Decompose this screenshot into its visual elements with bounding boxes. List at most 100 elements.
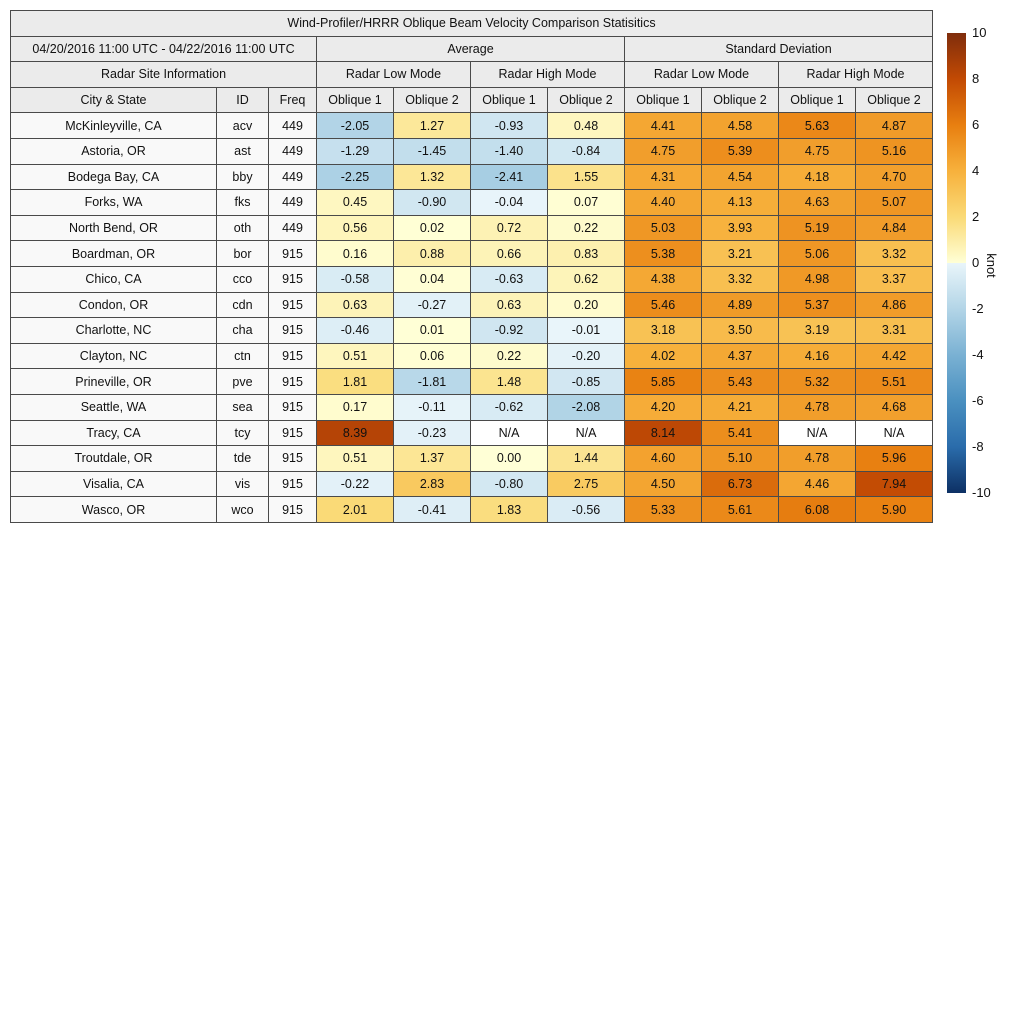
- value-cell: 5.43: [701, 368, 779, 395]
- value-cell: -1.45: [393, 137, 471, 165]
- freq-cell: 449: [268, 112, 317, 139]
- value-cell: 5.07: [855, 189, 933, 216]
- freq-cell: 449: [268, 189, 317, 216]
- value-cell: 4.98: [778, 265, 856, 293]
- value-cell: 4.58: [701, 112, 779, 139]
- value-cell: 5.41: [701, 419, 779, 447]
- city-cell: Charlotte, NC: [10, 317, 217, 344]
- value-cell: 5.85: [624, 368, 702, 395]
- value-cell: 0.56: [316, 214, 394, 242]
- avg-low-mode-header: Radar Low Mode: [316, 61, 471, 88]
- table-row: Clayton, NC ctn 915 0.51 0.06 0.22 -0.20 4.02 4.…: [10, 342, 933, 370]
- std-low-mode-header: Radar Low Mode: [624, 61, 779, 88]
- city-cell: Forks, WA: [10, 189, 217, 216]
- value-cell: 5.16: [855, 137, 933, 165]
- colorbar-tick-label: 10: [972, 25, 987, 40]
- value-cell: -1.40: [470, 137, 548, 165]
- value-cell: 0.88: [393, 240, 471, 267]
- value-cell: 1.48: [470, 368, 548, 395]
- freq-cell: 915: [268, 419, 317, 447]
- freq-cell: 915: [268, 368, 317, 395]
- value-cell: -0.22: [316, 470, 394, 498]
- value-cell: 0.63: [470, 291, 548, 319]
- value-cell: 7.94: [855, 470, 933, 498]
- city-cell: Clayton, NC: [10, 342, 217, 370]
- value-cell: 3.32: [855, 240, 933, 267]
- value-cell: 0.16: [316, 240, 394, 267]
- value-cell: 1.37: [393, 445, 471, 472]
- id-column-header: ID: [216, 86, 269, 114]
- value-cell: -0.58: [316, 265, 394, 293]
- value-cell: -0.56: [547, 496, 625, 523]
- value-cell: 1.44: [547, 445, 625, 472]
- value-cell: 1.83: [470, 496, 548, 523]
- colorbar-tick-label: -6: [972, 393, 984, 408]
- colorbar-tick-label: 8: [972, 71, 980, 86]
- value-cell: 4.70: [855, 163, 933, 191]
- value-cell: 5.63: [778, 112, 856, 139]
- id-cell: vis: [216, 470, 269, 498]
- value-cell: 4.41: [624, 112, 702, 139]
- value-cell: 4.21: [701, 393, 779, 421]
- colorbar-tick-label: 2: [972, 209, 980, 224]
- value-cell: 0.62: [547, 265, 625, 293]
- value-cell: 3.37: [855, 265, 933, 293]
- city-column-header: City & State: [10, 86, 217, 114]
- value-cell: 1.32: [393, 163, 471, 191]
- value-cell: 3.21: [701, 240, 779, 267]
- value-cell: -0.93: [470, 112, 548, 139]
- value-cell: 4.75: [624, 137, 702, 165]
- table-row: Wasco, OR wco 915 2.01 -0.41 1.83 -0.56 5.33 5.6…: [10, 496, 933, 523]
- value-cell: 5.10: [701, 445, 779, 472]
- city-cell: Tracy, CA: [10, 419, 217, 447]
- value-cell: -0.23: [393, 419, 471, 447]
- city-cell: Astoria, OR: [10, 137, 217, 165]
- value-cell: 4.84: [855, 214, 933, 242]
- average-section-header: Average: [316, 35, 625, 63]
- value-cell: 5.51: [855, 368, 933, 395]
- freq-cell: 449: [268, 214, 317, 242]
- value-cell: -0.80: [470, 470, 548, 498]
- period-label: 04/20/2016 11:00 UTC - 04/22/2016 11:00 …: [10, 35, 317, 63]
- value-cell: 5.03: [624, 214, 702, 242]
- value-cell: 5.06: [778, 240, 856, 267]
- value-cell: 3.31: [855, 317, 933, 344]
- id-cell: pve: [216, 368, 269, 395]
- freq-cell: 915: [268, 240, 317, 267]
- value-cell: 0.02: [393, 214, 471, 242]
- table-row: Tracy, CA tcy 915 8.39 -0.23 N/A N/A 8.14 5.41 N/…: [10, 419, 933, 447]
- value-cell: -0.27: [393, 291, 471, 319]
- table-row: Condon, OR cdn 915 0.63 -0.27 0.63 0.20 5.46 4.8…: [10, 291, 933, 319]
- colorbar: [947, 33, 966, 493]
- value-cell: 1.55: [547, 163, 625, 191]
- value-cell: -0.11: [393, 393, 471, 421]
- colorbar-tick-label: 4: [972, 163, 980, 178]
- value-cell: 4.37: [701, 342, 779, 370]
- value-cell: -2.05: [316, 112, 394, 139]
- oblique1-column-header: Oblique 1: [778, 86, 856, 114]
- freq-cell: 915: [268, 317, 317, 344]
- city-cell: Bodega Bay, CA: [10, 163, 217, 191]
- id-cell: ctn: [216, 342, 269, 370]
- value-cell: -2.41: [470, 163, 548, 191]
- id-cell: bor: [216, 240, 269, 267]
- id-cell: cha: [216, 317, 269, 344]
- table-row: Charlotte, NC cha 915 -0.46 0.01 -0.92 -0.01 3.…: [10, 317, 933, 344]
- std-high-mode-header: Radar High Mode: [778, 61, 933, 88]
- value-cell: 5.33: [624, 496, 702, 523]
- value-cell: 4.40: [624, 189, 702, 216]
- site-info-header: Radar Site Information: [10, 61, 317, 88]
- table-row: Seattle, WA sea 915 0.17 -0.11 -0.62 -2.08 4.20…: [10, 393, 933, 421]
- value-cell: N/A: [470, 419, 548, 447]
- freq-cell: 915: [268, 342, 317, 370]
- table-title: Wind-Profiler/HRRR Oblique Beam Velocity…: [10, 10, 933, 37]
- value-cell: 4.38: [624, 265, 702, 293]
- value-cell: 0.07: [547, 189, 625, 216]
- value-cell: 5.90: [855, 496, 933, 523]
- value-cell: 4.89: [701, 291, 779, 319]
- value-cell: -1.81: [393, 368, 471, 395]
- oblique1-column-header: Oblique 1: [470, 86, 548, 114]
- city-cell: Visalia, CA: [10, 470, 217, 498]
- value-cell: -0.41: [393, 496, 471, 523]
- city-cell: Troutdale, OR: [10, 445, 217, 472]
